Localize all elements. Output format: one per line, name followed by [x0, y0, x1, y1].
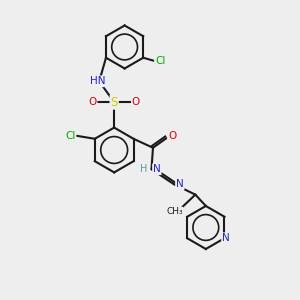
Text: HN: HN: [90, 76, 106, 86]
Text: O: O: [132, 97, 140, 107]
Text: N: N: [222, 233, 230, 243]
Text: CH₃: CH₃: [166, 207, 183, 216]
Text: H: H: [140, 164, 148, 174]
Text: N: N: [176, 179, 184, 189]
Text: Cl: Cl: [65, 131, 76, 141]
Text: Cl: Cl: [155, 56, 165, 66]
Text: O: O: [88, 97, 97, 107]
Text: O: O: [168, 131, 176, 141]
Text: N: N: [153, 164, 161, 174]
Text: S: S: [110, 96, 118, 109]
